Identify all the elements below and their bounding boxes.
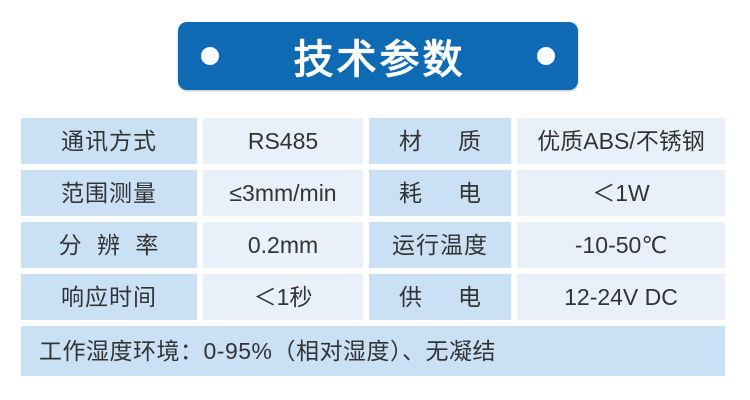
spec-label-operating-temp: 运行温度 <box>369 222 511 268</box>
spec-label-communication: 通讯方式 <box>21 118 197 164</box>
dot-icon <box>201 47 219 65</box>
dot-icon <box>537 47 555 65</box>
spec-value-range: ≤3mm/min <box>203 170 363 216</box>
spec-value-communication: RS485 <box>203 118 363 164</box>
spec-label-power-supply: 供 电 <box>369 274 511 320</box>
humidity-note: 工作湿度环境：0-95%（相对湿度）、无凝结 <box>21 326 725 376</box>
spec-value-power-consumption: ＜1W <box>517 170 725 216</box>
spec-label-response-time: 响应时间 <box>21 274 197 320</box>
spec-value-resolution: 0.2mm <box>203 222 363 268</box>
spec-label-power-consumption: 耗 电 <box>369 170 511 216</box>
spec-value-operating-temp: -10-50℃ <box>517 222 725 268</box>
spec-label-material: 材 质 <box>369 118 511 164</box>
spec-value-material: 优质ABS/不锈钢 <box>517 118 725 164</box>
specs-table: 通讯方式 RS485 材 质 优质ABS/不锈钢 范围测量 ≤3mm/min 耗… <box>21 118 731 376</box>
banner-title: 技术参数 <box>293 38 466 82</box>
tech-params-banner: 技术参数 <box>178 22 578 90</box>
spec-value-power-supply: 12-24V DC <box>517 274 725 320</box>
spec-value-response-time: ＜1秒 <box>203 274 363 320</box>
spec-label-resolution: 分 辨 率 <box>21 222 197 268</box>
spec-label-range: 范围测量 <box>21 170 197 216</box>
